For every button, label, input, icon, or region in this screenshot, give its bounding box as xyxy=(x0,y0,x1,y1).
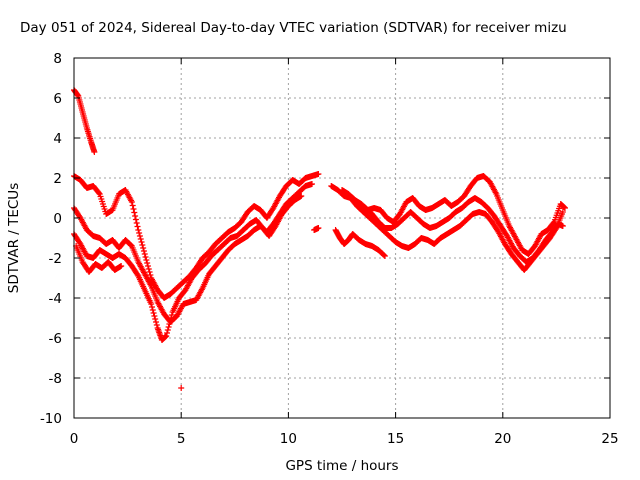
data-point xyxy=(144,263,151,269)
data-point xyxy=(315,171,322,177)
data-point xyxy=(381,253,388,259)
data-point xyxy=(148,301,155,307)
y-axis-label: SDTVAR / TECUs xyxy=(6,183,22,293)
data-point xyxy=(151,313,158,319)
series-track-j xyxy=(332,227,388,259)
data-point xyxy=(146,269,153,275)
data-point xyxy=(132,216,139,223)
series-track-f xyxy=(311,225,322,233)
x-axis-label: GPS time / hours xyxy=(285,458,398,474)
plot-frame xyxy=(73,57,611,419)
data-point xyxy=(298,193,305,199)
data-point xyxy=(152,316,159,322)
data-point xyxy=(133,220,140,226)
data-point xyxy=(144,260,151,266)
data-point xyxy=(138,239,145,245)
data-point xyxy=(153,319,160,325)
y-tick-label: 4 xyxy=(53,131,62,147)
data-point xyxy=(153,322,160,328)
data-point xyxy=(308,181,315,187)
data-point xyxy=(148,304,155,310)
data-point xyxy=(131,209,138,216)
data-point xyxy=(136,233,143,239)
data-point xyxy=(168,315,175,321)
y-tick-label: 2 xyxy=(53,171,62,187)
x-tick-label: 0 xyxy=(70,431,79,447)
data-point xyxy=(164,327,171,333)
data-point xyxy=(167,318,174,324)
x-tick-label: 25 xyxy=(601,431,618,447)
data-point xyxy=(136,230,143,236)
data-point xyxy=(140,245,147,251)
data-point xyxy=(381,252,388,259)
y-tick-label: -2 xyxy=(49,251,62,267)
x-tick-label: 20 xyxy=(494,431,511,447)
data-point xyxy=(135,227,142,233)
data-point xyxy=(129,202,136,209)
series-track-i xyxy=(349,195,566,265)
x-tick-label: 5 xyxy=(177,431,186,447)
data-points xyxy=(71,87,568,391)
series-track-e xyxy=(73,243,125,275)
data-point xyxy=(132,213,139,219)
data-point xyxy=(134,223,141,230)
y-tick-label: -10 xyxy=(40,411,62,427)
data-point xyxy=(91,149,98,155)
data-point xyxy=(550,220,557,226)
data-point xyxy=(141,251,148,257)
y-tick-label: -4 xyxy=(49,291,62,307)
data-point xyxy=(137,236,144,242)
data-point xyxy=(165,324,172,330)
data-point xyxy=(178,385,185,391)
data-point xyxy=(128,199,135,205)
data-point xyxy=(95,190,102,196)
data-point xyxy=(315,225,322,231)
data-point xyxy=(130,206,137,212)
data-point xyxy=(163,330,170,336)
y-tick-label: -6 xyxy=(49,331,62,347)
y-tick-label: 0 xyxy=(53,211,62,227)
y-tick-label: 6 xyxy=(53,91,62,107)
data-point xyxy=(139,242,146,248)
data-point xyxy=(145,266,152,272)
series-track-b xyxy=(71,171,322,301)
data-point xyxy=(143,257,150,263)
data-point xyxy=(118,263,125,269)
data-point xyxy=(140,248,147,254)
series-outlier xyxy=(178,385,185,391)
ticks: 0 5 10 15 20 25 -10 -8 -6 -4 -2 0 2 4 6 8 xyxy=(40,51,619,447)
data-point xyxy=(559,209,566,215)
y-tick-label: -8 xyxy=(49,371,62,387)
data-point xyxy=(142,254,149,260)
x-tick-label: 15 xyxy=(387,431,404,447)
data-point xyxy=(166,321,173,327)
data-point xyxy=(559,223,566,229)
grid xyxy=(74,58,610,418)
data-point xyxy=(163,333,170,339)
series-track-h xyxy=(339,173,568,257)
series-track-d xyxy=(71,193,305,343)
x-tick-label: 10 xyxy=(280,431,297,447)
y-tick-label: 8 xyxy=(53,51,62,67)
data-point xyxy=(561,205,568,211)
data-point xyxy=(149,307,156,313)
data-point xyxy=(150,310,157,316)
chart-title: Day 051 of 2024, Sidereal Day-to-day VTE… xyxy=(20,20,567,36)
data-point xyxy=(168,312,175,318)
